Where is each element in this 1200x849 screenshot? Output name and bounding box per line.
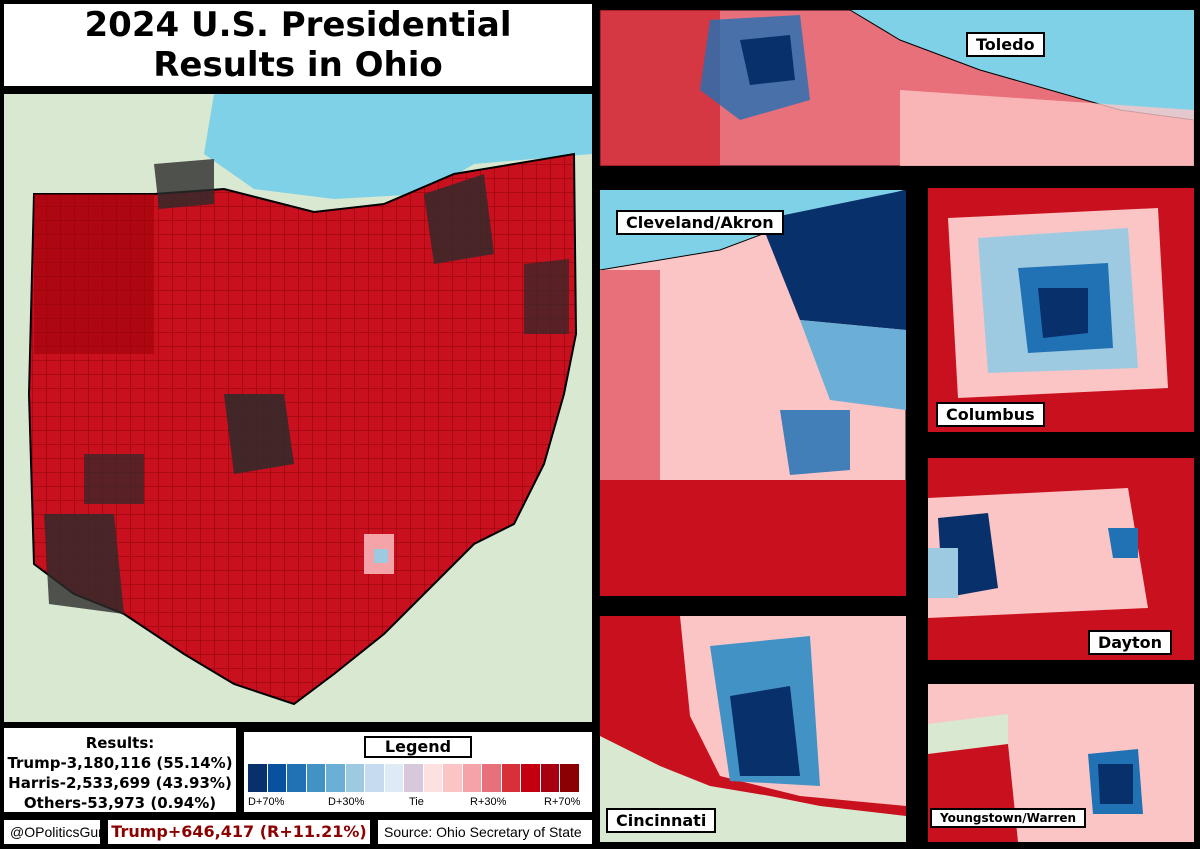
legend-swatch-11 xyxy=(462,764,482,792)
cincinnati-inset: Cincinnati xyxy=(598,614,908,844)
dayton-label: Dayton xyxy=(1088,630,1173,655)
results-heading: Results: xyxy=(85,734,155,752)
legend-swatch-15 xyxy=(540,764,560,792)
toledo-inset: Toledo xyxy=(598,8,1196,168)
legend-swatch-10 xyxy=(443,764,463,792)
toledo-label: Toledo xyxy=(966,32,1045,57)
results-box: Results: Trump-3,180,116 (55.14%) Harris… xyxy=(2,726,238,814)
legend-swatch-2 xyxy=(287,764,307,792)
legend-swatch-16 xyxy=(560,764,580,792)
cleveland-urban-area xyxy=(424,174,494,264)
title-line-1: 2024 U.S. Presidential xyxy=(84,5,512,45)
northwest-deep-red-region xyxy=(34,194,154,354)
cincinnati-label: Cincinnati xyxy=(606,808,717,833)
legend-swatch-13 xyxy=(501,764,521,792)
legend-swatch-14 xyxy=(521,764,541,792)
legend-swatch-12 xyxy=(482,764,502,792)
youngstown-urban-area xyxy=(524,259,569,334)
legend-swatch-1 xyxy=(267,764,287,792)
cincinnati-urban-area xyxy=(44,514,124,614)
legend-swatch-6 xyxy=(365,764,385,792)
legend-swatch-5 xyxy=(345,764,365,792)
legend-swatches xyxy=(248,764,580,792)
title-line-2: Results in Ohio xyxy=(153,45,443,85)
youngstown-inset: Youngstown/Warren xyxy=(926,682,1196,844)
columbus-inset: Columbus xyxy=(926,186,1196,434)
ohio-statewide-map xyxy=(2,92,594,724)
legend-swatch-8 xyxy=(404,764,424,792)
results-trump: Trump-3,180,116 (55.14%) xyxy=(7,754,233,772)
legend-tick-r70: R+70% xyxy=(544,796,581,808)
legend-tick-d70: D+70% xyxy=(248,796,285,808)
toledo-map-svg xyxy=(600,10,1194,166)
youngstown-label: Youngstown/Warren xyxy=(930,808,1087,828)
footer-source: Source: Ohio Secretary of State xyxy=(376,818,594,846)
legend-tick-tie: Tie xyxy=(409,796,424,808)
legend-swatch-0 xyxy=(248,764,268,792)
columbus-map-svg xyxy=(928,188,1194,432)
cleveland-map-svg xyxy=(600,190,906,596)
athens-blue-precinct xyxy=(374,549,388,563)
footer-handle: @OPoliticsGuru xyxy=(2,818,111,846)
results-others: Others-53,973 (0.94%) xyxy=(23,794,217,812)
cleveland-inset: Cleveland/Akron xyxy=(598,188,908,598)
legend-swatch-7 xyxy=(384,764,404,792)
cleveland-label: Cleveland/Akron xyxy=(616,210,784,235)
footer-margin: Trump+646,417 (R+11.21%) xyxy=(106,818,372,846)
legend-swatch-9 xyxy=(423,764,443,792)
results-harris: Harris-2,533,699 (43.93%) xyxy=(8,774,232,792)
columbus-urban-area xyxy=(224,394,294,474)
dayton-urban-area xyxy=(84,454,144,504)
legend-swatch-4 xyxy=(326,764,346,792)
ohio-map-svg xyxy=(4,94,592,722)
legend-tick-d30: D+30% xyxy=(328,796,365,808)
lake-erie xyxy=(204,94,592,199)
dayton-inset: Dayton xyxy=(926,456,1196,662)
legend-box: Legend D+70% D+30% Tie R+30% R+70% xyxy=(242,730,594,814)
legend-swatch-3 xyxy=(306,764,326,792)
legend-tick-r30: R+30% xyxy=(470,796,507,808)
legend-title: Legend xyxy=(364,736,472,758)
toledo-urban-area xyxy=(154,159,214,209)
dayton-map-svg xyxy=(928,458,1194,660)
title-box: 2024 U.S. Presidential Results in Ohio xyxy=(2,2,594,88)
columbus-label: Columbus xyxy=(936,402,1045,427)
